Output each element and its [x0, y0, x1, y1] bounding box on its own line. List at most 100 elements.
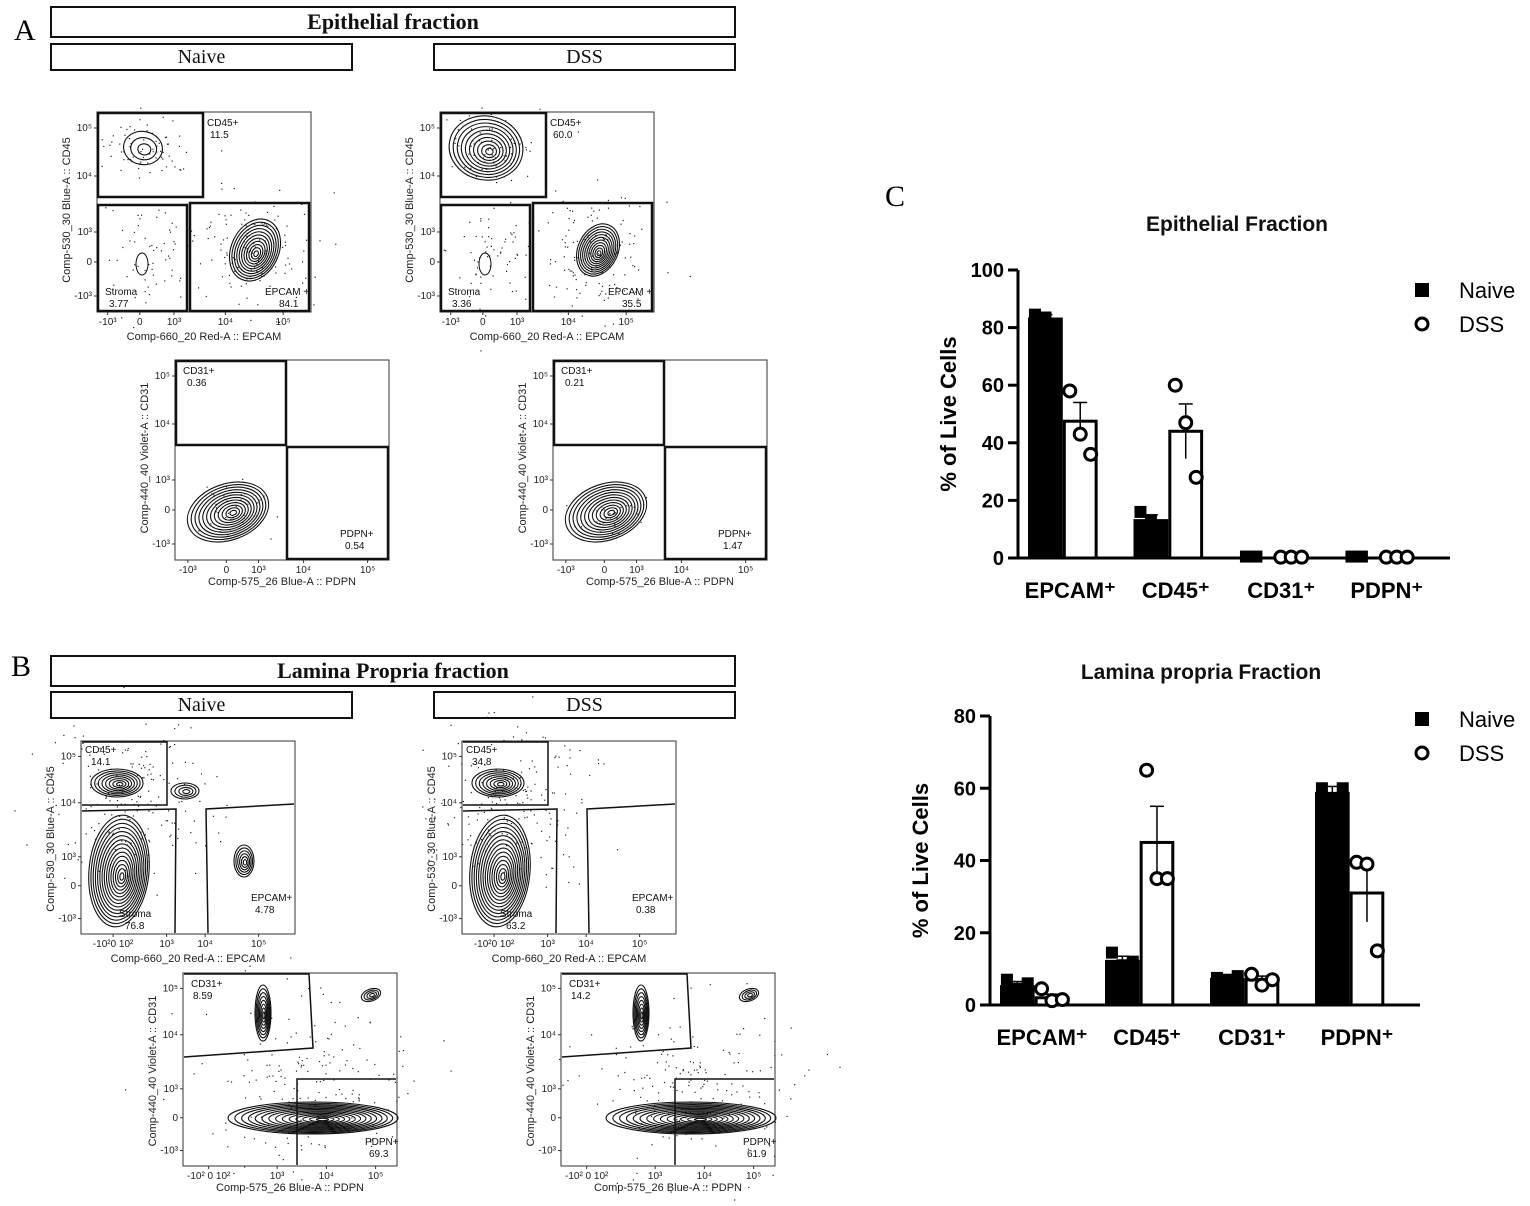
contour-ring	[117, 868, 127, 885]
event-dot	[148, 790, 150, 792]
event-dot	[501, 247, 503, 249]
event-dot	[693, 1045, 695, 1048]
event-dot	[612, 1100, 614, 1102]
data-point-dss	[1034, 981, 1050, 997]
y-tick-label: 10⁵	[77, 123, 92, 134]
event-dot	[723, 1117, 725, 1119]
event-dot	[728, 1051, 730, 1053]
event-dot	[298, 1056, 300, 1058]
y-tick-label: 0	[429, 257, 435, 268]
event-dot	[566, 765, 568, 767]
event-dot	[746, 983, 748, 985]
event-dot	[545, 809, 547, 812]
event-dot	[446, 119, 448, 121]
event-dot	[89, 754, 91, 756]
contour-ring	[603, 507, 619, 519]
contour-ring	[582, 231, 615, 271]
event-dot	[248, 1081, 250, 1083]
event-dot	[470, 282, 472, 284]
event-dot	[566, 288, 568, 290]
event-dot	[675, 1077, 677, 1079]
contour-ring	[227, 1101, 399, 1135]
event-dot	[216, 776, 218, 778]
event-dot	[124, 749, 126, 751]
data-point-naive	[1315, 782, 1328, 795]
event-dot	[479, 132, 481, 134]
event-dot	[534, 766, 536, 768]
event-dot	[237, 266, 239, 269]
event-dot	[132, 156, 134, 158]
event-dot	[640, 1096, 642, 1098]
event-dot	[227, 512, 229, 514]
event-dot	[512, 777, 514, 779]
y-tick-label: 0	[965, 995, 976, 1017]
event-dot	[517, 802, 519, 804]
event-dot	[321, 1065, 324, 1067]
contour-ring	[115, 781, 124, 787]
event-dot	[225, 219, 227, 221]
event-dot	[519, 803, 521, 805]
event-dot	[667, 1054, 669, 1056]
event-dot	[174, 744, 176, 746]
contour-ring	[605, 1101, 777, 1135]
contour-ring	[237, 850, 252, 873]
event-dot	[152, 766, 154, 768]
contour-ring	[666, 1112, 729, 1126]
event-dot	[525, 847, 527, 849]
contour-ring	[94, 770, 141, 796]
event-dot	[247, 1059, 249, 1061]
event-dot	[599, 255, 601, 257]
lamina-naive-header: Naive	[50, 691, 353, 719]
contour-ring	[484, 843, 519, 905]
contour-ring	[241, 234, 271, 270]
event-dot	[293, 1087, 295, 1090]
contour-ring	[363, 989, 380, 1001]
contour-ring	[594, 247, 604, 259]
gate-pct-pdpn: 61.9	[747, 1149, 767, 1160]
event-dot	[184, 783, 186, 785]
event-dot	[301, 995, 303, 997]
event-dot	[319, 1081, 321, 1083]
event-dot	[624, 1071, 626, 1074]
event-dot	[525, 149, 527, 151]
event-dot	[265, 253, 267, 255]
legend-marker-dss	[1414, 745, 1430, 761]
event-dot	[292, 1171, 294, 1173]
event-dot	[178, 828, 180, 830]
contour-ring	[268, 1108, 367, 1129]
event-dot	[224, 215, 226, 217]
y-tick-label: 0	[164, 505, 170, 516]
event-dot	[169, 229, 171, 231]
event-dot	[174, 822, 176, 824]
event-dot	[656, 1062, 659, 1064]
event-dot	[581, 802, 583, 804]
event-dot	[168, 255, 170, 257]
x-tick-label: -10³	[442, 317, 460, 328]
event-dot	[447, 823, 449, 825]
y-tick-label: 40	[982, 433, 1004, 455]
category-label: PDPN⁺	[1350, 578, 1423, 603]
contour-ring	[209, 496, 252, 528]
event-dot	[599, 522, 601, 524]
y-tick-label: 10⁵	[442, 751, 457, 762]
chart-title: Lamina propria Fraction	[1081, 661, 1321, 684]
event-dot	[682, 1070, 684, 1072]
event-dot	[503, 739, 505, 742]
event-dot	[564, 269, 566, 271]
event-dot	[808, 1069, 810, 1071]
event-dot	[641, 1123, 643, 1125]
contour-ring	[240, 856, 249, 868]
event-dot	[492, 275, 494, 277]
event-dot	[288, 263, 291, 265]
event-dot	[596, 266, 598, 268]
contour-ring	[105, 776, 133, 792]
event-dot	[447, 824, 450, 826]
event-dot	[690, 1074, 692, 1076]
event-dot	[794, 1084, 796, 1086]
event-dot	[555, 190, 557, 192]
event-dot	[67, 843, 69, 846]
gate-pct-cd45: 14.1	[91, 757, 111, 768]
event-dot	[470, 167, 472, 169]
contour-ring	[591, 499, 627, 526]
x-tick-label: 10⁵	[360, 565, 375, 576]
